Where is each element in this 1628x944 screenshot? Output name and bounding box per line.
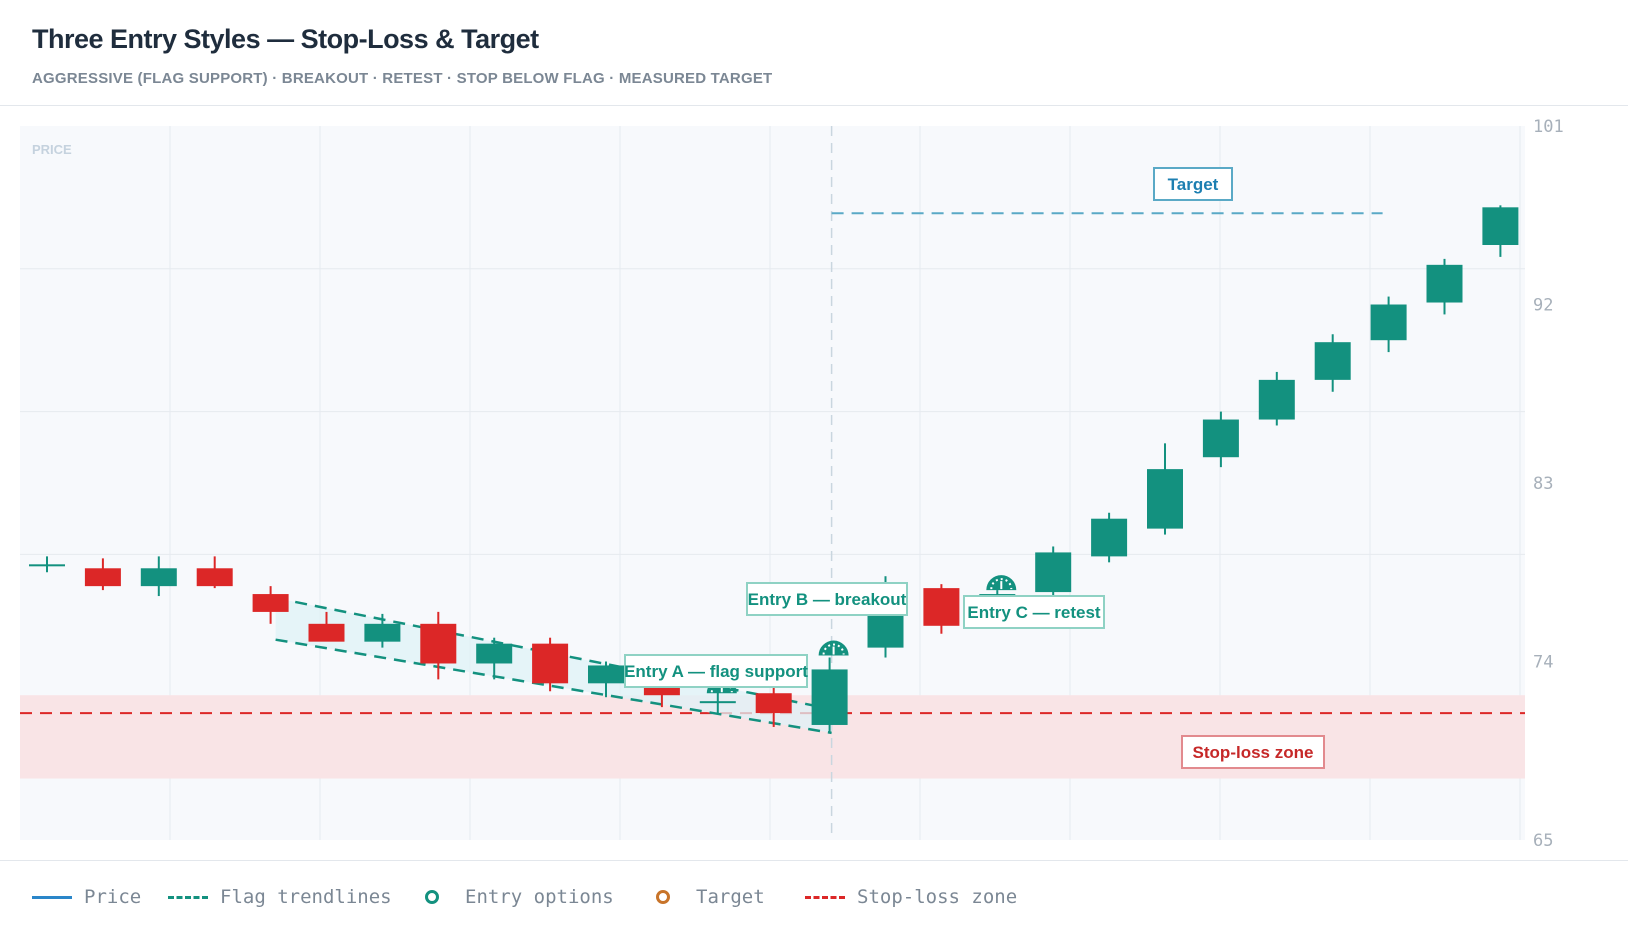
entry-marker-ticks: [990, 578, 1013, 590]
candle-body: [84, 568, 121, 587]
candle: [923, 584, 960, 634]
candle-body: [1370, 304, 1407, 341]
y-tick-label: 74: [1533, 653, 1553, 673]
candle-body: [1091, 518, 1128, 557]
chart-subtitle: AGGRESSIVE (FLAG SUPPORT) · BREAKOUT · R…: [32, 70, 773, 87]
candle: [811, 657, 848, 733]
legend-entry-swatch: [425, 890, 439, 904]
candle-body: [923, 588, 960, 626]
stop-loss-zone-label: Stop-loss zone: [1181, 735, 1325, 769]
candle: [140, 556, 177, 597]
candle: [1202, 411, 1239, 468]
candle-body: [252, 594, 289, 612]
entry-c-label-box: [963, 595, 1105, 629]
stop-loss-zone-label-text: Stop-loss zone: [1193, 743, 1314, 762]
candle: [1370, 296, 1407, 353]
candle: [84, 558, 121, 591]
candle-body: [755, 693, 792, 714]
candle-body: [1202, 419, 1239, 458]
candle-body: [532, 643, 569, 684]
entry-b-label-text: Entry B — breakout: [748, 590, 907, 609]
chart-title: Three Entry Styles — Stop-Loss & Target: [32, 24, 539, 54]
candle: [588, 661, 624, 698]
entry-c-label-text: Entry C — retest: [967, 603, 1101, 622]
entry-a-label-text: Entry A — flag support: [624, 662, 808, 681]
candle-body: [364, 623, 401, 642]
y-axis-label: PRICE: [32, 142, 72, 157]
candle: [1482, 205, 1519, 257]
y-tick-label: 65: [1533, 831, 1553, 851]
candle: [420, 611, 457, 680]
candle-body: [420, 623, 457, 664]
candle-body: [1482, 207, 1519, 245]
candle-body: [699, 701, 736, 704]
legend-flag-label: Flag trendlines: [220, 886, 392, 908]
legend-item-stop: Stop-loss zone: [805, 885, 1017, 909]
legend-stop-label: Stop-loss zone: [857, 886, 1018, 908]
candle: [1091, 512, 1128, 563]
chart-legend: Price Flag trendlines Entry options Targ…: [0, 860, 1628, 944]
candle: [1147, 443, 1183, 535]
candle-body: [1258, 379, 1295, 420]
candle-body: [196, 568, 233, 587]
candle: [364, 613, 401, 648]
entry-b-label-box: [746, 582, 908, 616]
candlestick-chart: 101 92 83 74 65 PRICE Entry A — flag support En…: [20, 117, 1564, 851]
legend-stop-swatch: [805, 895, 845, 899]
candle: [1426, 258, 1463, 315]
y-tick-label: 101: [1533, 117, 1564, 137]
legend-target-label: Target: [696, 886, 765, 908]
flag-lower-trendline: [275, 638, 832, 735]
candle-body: [140, 568, 177, 587]
candle: [308, 611, 345, 642]
legend-item-entry: Entry options: [425, 885, 614, 909]
entry-a-label-box: [624, 654, 808, 688]
entry-c-label: Entry C — retest: [963, 595, 1105, 629]
legend-flag-swatch: [168, 895, 208, 899]
entry-marker-icon: [818, 640, 849, 656]
chart-header: Three Entry Styles — Stop-Loss & Target …: [0, 0, 1628, 106]
candle: [1314, 334, 1351, 392]
entry-marker-icon: [986, 575, 1017, 591]
candle: [755, 685, 792, 727]
candle: [1258, 371, 1295, 426]
legend-item-target: Target: [656, 885, 765, 909]
candle: [532, 637, 569, 692]
legend-price-swatch: [32, 895, 72, 899]
candle-body: [1426, 264, 1463, 303]
legend-item-flag: Flag trendlines: [168, 885, 392, 909]
candle-body: [308, 623, 345, 642]
candle: [252, 586, 289, 624]
candle-body: [1035, 552, 1072, 593]
candle: [476, 637, 513, 680]
target-label-text: Target: [1168, 175, 1219, 194]
candle-body: [1147, 469, 1183, 529]
candle-body: [811, 669, 848, 725]
candle-body: [588, 665, 624, 684]
entry-a-label: Entry A — flag support: [624, 654, 808, 688]
candle-body: [476, 643, 513, 664]
candle-body: [1314, 342, 1351, 380]
target-label: Target: [1153, 167, 1233, 201]
candle-body: [29, 564, 65, 567]
candle: [1035, 546, 1072, 601]
legend-item-price: Price: [32, 885, 141, 909]
target-label-box: [1153, 167, 1233, 201]
legend-price-label: Price: [84, 886, 142, 908]
legend-target-swatch: [656, 890, 670, 904]
candle: [29, 556, 65, 573]
y-tick-label: 92: [1533, 296, 1553, 316]
candle: [196, 556, 233, 589]
legend-entry-label: Entry options: [465, 886, 614, 908]
entry-b-label: Entry B — breakout: [746, 582, 908, 616]
stop-loss-zone-label-box: [1181, 735, 1325, 769]
entry-marker-ticks: [822, 643, 845, 655]
y-tick-label: 83: [1533, 474, 1553, 494]
